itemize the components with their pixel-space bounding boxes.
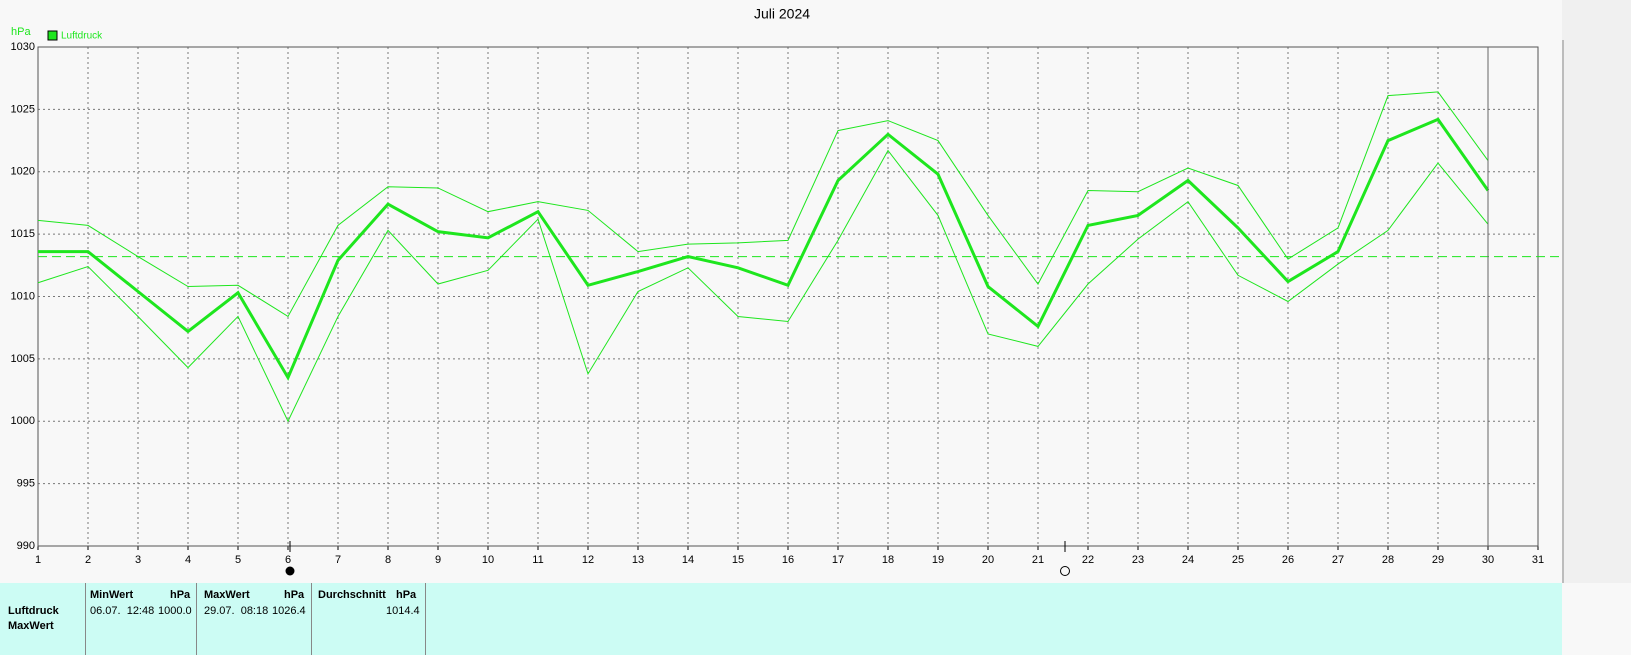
- x-tick-label: 1: [35, 554, 41, 566]
- x-tick-label: 17: [832, 554, 844, 566]
- legend-swatch: [47, 30, 58, 41]
- chart-title: Juli 2024: [754, 6, 810, 22]
- col-unit: hPa: [396, 589, 417, 601]
- x-tick-label: 7: [335, 554, 341, 566]
- cell-value: 1014.4: [386, 605, 420, 617]
- y-unit: hPa: [11, 26, 31, 38]
- x-tick-label: 22: [1082, 554, 1094, 566]
- x-tick-label: 24: [1182, 554, 1194, 566]
- series-line: [37, 149, 1489, 423]
- x-tick-label: 21: [1032, 554, 1044, 566]
- x-tick-label: 2: [85, 554, 91, 566]
- x-tick-label: 23: [1132, 554, 1144, 566]
- x-tick-label: 18: [882, 554, 894, 566]
- row-label: MaxWert: [8, 620, 54, 632]
- x-tick-label: 6: [285, 554, 291, 566]
- y-tick-label: 1015: [11, 228, 35, 240]
- new-moon: [285, 566, 295, 576]
- x-tick-label: 25: [1232, 554, 1244, 566]
- x-tick-label: 11: [532, 554, 543, 566]
- cell-time: 29.07. 08:18: [204, 605, 269, 617]
- separator: [311, 583, 312, 655]
- side-panel: [1562, 0, 1631, 583]
- x-tick-label: 16: [782, 554, 794, 566]
- y-tick-label: 990: [17, 540, 35, 552]
- y-tick-label: 1000: [11, 415, 35, 427]
- x-tick-label: 8: [385, 554, 391, 566]
- x-tick-label: 5: [235, 554, 241, 566]
- y-tick-label: 1010: [11, 290, 35, 302]
- y-tick-label: 995: [17, 478, 35, 490]
- x-tick-label: 9: [435, 554, 441, 566]
- x-tick-label: 26: [1282, 554, 1294, 566]
- x-tick-label: 10: [482, 554, 494, 566]
- x-tick-label: 27: [1332, 554, 1344, 566]
- col-unit: hPa: [284, 589, 305, 601]
- y-tick-label: 1025: [11, 103, 35, 115]
- row-label: Luftdruck: [8, 605, 59, 617]
- x-tick-label: 29: [1432, 554, 1444, 566]
- x-tick-label: 13: [632, 554, 644, 566]
- separator: [425, 583, 426, 655]
- cell-value: 1000.0: [158, 605, 192, 617]
- x-tick-label: 20: [982, 554, 994, 566]
- cell-value: 1026.4: [272, 605, 306, 617]
- x-tick-label: 3: [135, 554, 141, 566]
- full-moon: [1060, 566, 1070, 576]
- col-header: MaxWert: [204, 589, 250, 601]
- plot-frame: [37, 46, 1539, 547]
- cell-time: 06.07. 12:48: [90, 605, 155, 617]
- col-header: MinWert: [90, 589, 134, 601]
- x-tick-label: 15: [732, 554, 744, 566]
- x-tick-label: 28: [1382, 554, 1394, 566]
- separator: [85, 583, 86, 655]
- y-tick-label: 1030: [11, 41, 35, 53]
- chart: Juli 2024 hPa 99099510001005101010151020…: [10, 0, 1631, 583]
- legend-label: Luftdruck: [61, 31, 103, 42]
- series-line: [38, 117, 1490, 381]
- x-tick-label: 12: [582, 554, 594, 566]
- separator: [196, 583, 197, 655]
- summary-panel: Luftdruck MaxWert MinWert hPa 06.07. 12:…: [0, 583, 1562, 655]
- y-tick-label: 1005: [11, 353, 35, 365]
- x-tick-label: 31: [1532, 554, 1544, 566]
- y-tick-label: 1020: [11, 166, 35, 178]
- col-unit: hPa: [170, 589, 191, 601]
- x-tick-label: 30: [1482, 554, 1494, 566]
- series-line: [37, 91, 1489, 318]
- x-tick-label: 19: [932, 554, 944, 566]
- col-header: Durchschnitt: [318, 589, 386, 601]
- x-tick-label: 4: [185, 554, 191, 566]
- x-tick-label: 14: [682, 554, 694, 566]
